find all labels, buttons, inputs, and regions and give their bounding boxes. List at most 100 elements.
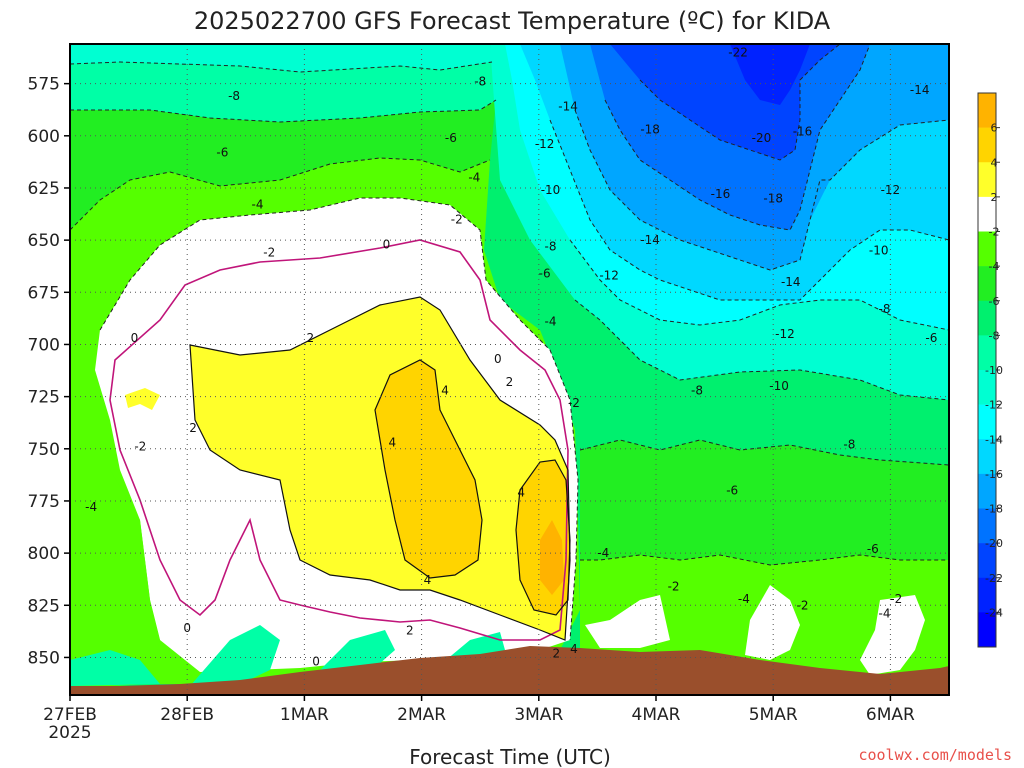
field-right-white-3 <box>860 595 925 675</box>
contour-right-minus20 <box>639 44 841 161</box>
colorbar-swatch <box>978 439 996 475</box>
contour-label: -6 <box>726 484 738 498</box>
colorbar-tick-label: 2 <box>991 191 998 204</box>
contour-label: -8 <box>474 75 486 89</box>
field-right-white-1 <box>585 595 670 648</box>
colorbar-swatch <box>978 127 996 163</box>
contour-label: -8 <box>228 89 240 103</box>
colorbar-tick-label: -24 <box>985 606 1003 619</box>
contour-label: -4 <box>879 607 891 621</box>
contour-label: -12 <box>881 183 901 197</box>
contour-plus4-center <box>374 359 483 579</box>
x-tick-label-1MAR: 1MAR <box>280 705 329 725</box>
x-tick-label-27FEB: 27FEB <box>43 705 97 725</box>
contour-lines <box>70 44 949 641</box>
colorbar-tick-label: -10 <box>985 364 1003 377</box>
y-tick-label-650: 650 <box>28 231 60 251</box>
contour-label: -6 <box>216 146 228 160</box>
contour-label: 2 <box>553 646 561 660</box>
contour-label: -10 <box>869 244 889 258</box>
contour-label: -14 <box>781 275 801 289</box>
contour-label: -4 <box>252 198 264 212</box>
credit-text: coolwx.com/models <box>858 746 1012 764</box>
contour-label: -10 <box>769 379 789 393</box>
y-tick-label-575: 575 <box>28 75 60 95</box>
y-tick-label-600: 600 <box>28 127 60 147</box>
y-tick-label-625: 625 <box>28 179 60 199</box>
contour-label: -4 <box>545 315 557 329</box>
contour-label: -4 <box>85 500 97 514</box>
x-tick-label-2MAR: 2MAR <box>397 705 446 725</box>
field-minus8-left <box>70 44 492 72</box>
contour-label: 4 <box>424 573 432 587</box>
colorbar-swatch <box>978 196 996 232</box>
contour-label: -16 <box>711 187 731 201</box>
colorbar-swatch <box>978 404 996 440</box>
x-tick-sub: 2025 <box>48 723 91 743</box>
y-tick-label-750: 750 <box>28 440 60 460</box>
contour-label: -14 <box>640 233 660 247</box>
colorbar-swatch <box>978 231 996 267</box>
contour-label: 4 <box>441 383 449 397</box>
contour-plus4-right <box>515 459 571 616</box>
contour-right-minus4 <box>580 554 949 566</box>
field-lowcell-1 <box>70 650 160 686</box>
y-tick-label-775: 775 <box>28 492 60 512</box>
contour-label: 0 <box>383 237 391 251</box>
contour-label: -10 <box>541 183 561 197</box>
contour-label: -2 <box>797 598 809 612</box>
contour-label: -8 <box>843 438 855 452</box>
colorbar-tick-label: -14 <box>985 433 1003 446</box>
contour-label: 4 <box>570 642 578 656</box>
terrain <box>70 646 949 695</box>
contour-label: 2 <box>189 421 197 435</box>
x-tick-label-4MAR: 4MAR <box>632 705 681 725</box>
contour-label: -6 <box>539 267 551 281</box>
contour-label: 2 <box>506 375 514 389</box>
colorbar-swatch <box>978 162 996 198</box>
y-tick-label-725: 725 <box>28 388 60 408</box>
contour-right-minus16 <box>574 109 949 271</box>
colorbar-tick-label: -18 <box>985 503 1003 516</box>
contour-label: -6 <box>867 542 879 556</box>
field-right-minus6 <box>580 440 949 565</box>
colorbar-tick-label: -16 <box>985 468 1003 481</box>
x-tick-label-3MAR: 3MAR <box>514 705 563 725</box>
x-axis: 27FEB 28FEB 1MAR 2MAR 3MAR 4MAR 5MAR 6MAR <box>43 695 915 725</box>
colorbar-tick-label: 4 <box>991 156 998 169</box>
field-minus6-left <box>70 62 496 122</box>
contour-label: -6 <box>445 131 457 145</box>
contour-label: -4 <box>597 546 609 560</box>
contour-minus4-left <box>70 157 491 231</box>
x-tick-label-6MAR: 6MAR <box>866 705 915 725</box>
field-plus6-right <box>540 520 564 595</box>
colorbar-swatch <box>978 473 996 509</box>
y-tick-label-675: 675 <box>28 283 60 303</box>
colorbar-swatch <box>978 93 996 128</box>
contour-label: -12 <box>775 327 795 341</box>
contour-label: 0 <box>494 352 502 366</box>
temperature-fields <box>70 44 949 695</box>
contour-right-minus6 <box>579 439 949 466</box>
field-plus4-center <box>375 360 482 578</box>
chart-title: 2025022700 GFS Forecast Temperature (ºC)… <box>194 7 831 35</box>
field-lowcell-2 <box>190 625 280 686</box>
contour-minus8-left <box>70 61 493 73</box>
x-tick-label-5MAR: 5MAR <box>749 705 798 725</box>
colorbar-tick-label: -4 <box>989 260 1000 273</box>
contour-label: -2 <box>451 212 463 226</box>
plot-frame <box>69 43 950 696</box>
colorbar-swatch <box>978 266 996 302</box>
contour-label: 2 <box>406 623 414 637</box>
colorbar-tick-label: -22 <box>985 572 1003 585</box>
contour-label: -22 <box>728 45 748 59</box>
y-tick-label-800: 800 <box>28 544 60 564</box>
colorbar-swatch <box>978 543 996 579</box>
contour-right-minus8 <box>574 299 949 401</box>
contour-minus6-left <box>70 99 497 123</box>
contour-right-minus10 <box>569 239 949 331</box>
contour-label: -2 <box>890 592 902 606</box>
colorbar-tick-label: -12 <box>985 399 1003 412</box>
contour-label: -14 <box>910 83 930 97</box>
